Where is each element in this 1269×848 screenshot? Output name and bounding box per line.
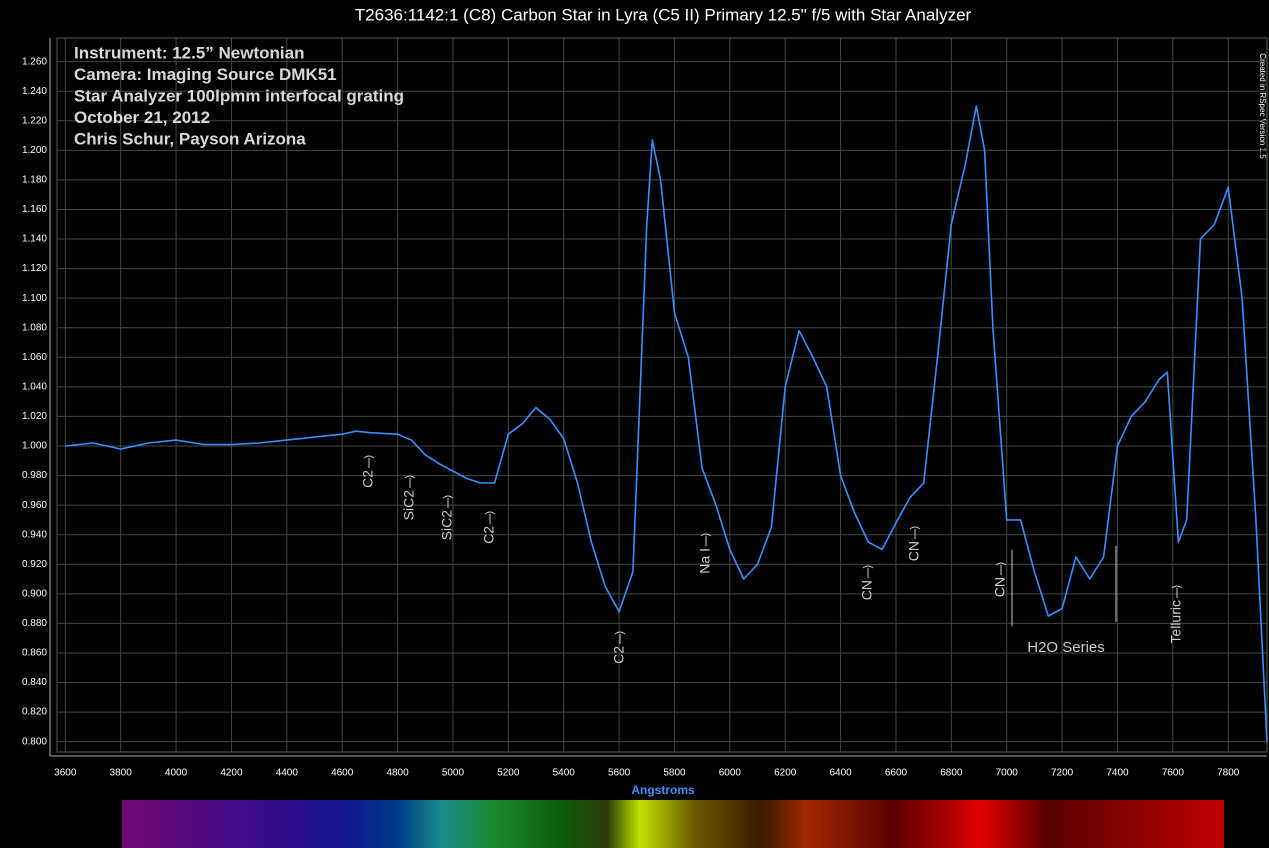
- annotation-label: CN: [992, 577, 1008, 597]
- x-tick-label: 6800: [940, 768, 963, 779]
- instrument-note: Camera: Imaging Source DMK51: [74, 65, 337, 84]
- x-tick-label: 6400: [829, 768, 852, 779]
- line-annotation: CN: [859, 565, 875, 600]
- line-annotation: CN: [992, 562, 1008, 597]
- y-tick-label: 1.080: [22, 322, 47, 333]
- y-tick-label: 0.940: [22, 529, 47, 540]
- y-tick-label: 1.240: [22, 86, 47, 97]
- x-tick-label: 7800: [1217, 768, 1240, 779]
- annotation-bracket: [404, 475, 416, 488]
- line-annotation: C2: [481, 511, 497, 544]
- line-annotation: C2: [360, 455, 376, 488]
- y-tick-label: 1.140: [22, 234, 47, 245]
- instrument-note: October 21, 2012: [74, 108, 210, 127]
- y-tick-label: 0.880: [22, 618, 47, 629]
- x-tick-label: 4800: [386, 768, 409, 779]
- y-tick-label: 1.160: [22, 204, 47, 215]
- annotation-bracket: [484, 511, 496, 524]
- x-axis-label: Angstroms: [631, 783, 695, 797]
- y-tick-label: 1.180: [22, 175, 47, 186]
- y-tick-label: 1.200: [22, 145, 47, 156]
- x-tick-label: 5600: [608, 768, 631, 779]
- x-tick-label: 6600: [885, 768, 908, 779]
- y-tick-label: 0.840: [22, 677, 47, 688]
- y-tick-label: 0.960: [22, 500, 47, 511]
- y-tick-label: 1.100: [22, 293, 47, 304]
- annotation-label: C2: [611, 646, 627, 664]
- x-tick-label: 7600: [1162, 768, 1185, 779]
- y-tick-label: 0.860: [22, 648, 47, 659]
- line-annotation: SiC2: [439, 495, 455, 541]
- annotation-label: CN: [859, 580, 875, 600]
- y-tick-label: 1.220: [22, 115, 47, 126]
- x-tick-label: 6200: [774, 768, 797, 779]
- y-tick-label: 0.980: [22, 470, 47, 481]
- x-tick-label: 6000: [719, 768, 742, 779]
- annotation-bracket: [995, 562, 1007, 575]
- annotation-bracket: [363, 455, 375, 468]
- line-annotation: C2: [611, 631, 627, 664]
- line-annotation: Telluric: [1168, 585, 1184, 644]
- y-tick-label: 1.000: [22, 441, 47, 452]
- y-tick-label: 0.820: [22, 707, 47, 718]
- annotation-label: CN: [906, 541, 922, 561]
- y-tick-label: 1.020: [22, 411, 47, 422]
- instrument-note: Star Analyzer 100lpmm interfocal grating: [74, 86, 404, 105]
- plot-frame: [56, 37, 1268, 753]
- x-tick-label: 7400: [1106, 768, 1129, 779]
- y-tick-label: 1.060: [22, 352, 47, 363]
- chart-title: T2636:1142:1 (C8) Carbon Star in Lyra (C…: [355, 5, 972, 24]
- annotation-bracket: [909, 526, 921, 539]
- x-tick-label: 5800: [663, 768, 686, 779]
- annotation-bracket: [1171, 585, 1183, 598]
- annotation-bracket: [442, 495, 454, 508]
- line-annotation: SiC2: [401, 475, 417, 521]
- y-tick-label: 1.260: [22, 56, 47, 67]
- y-tick-label: 0.900: [22, 588, 47, 599]
- annotation-bracket: [614, 631, 626, 644]
- line-annotation: H2O Series: [1011, 546, 1117, 656]
- x-tick-label: 4200: [220, 768, 243, 779]
- spectrum-strip: [122, 800, 1224, 848]
- annotation-label: SiC2: [401, 490, 417, 521]
- x-tick-label: 4600: [331, 768, 354, 779]
- instrument-note: Chris Schur, Payson Arizona: [74, 129, 306, 148]
- x-tick-label: 5200: [497, 768, 520, 779]
- annotation-label: H2O Series: [1027, 639, 1105, 656]
- x-tick-label: 4000: [165, 768, 188, 779]
- annotation-label: Na I: [697, 548, 713, 574]
- x-tick-label: 7200: [1051, 768, 1074, 779]
- annotation-label: C2: [481, 526, 497, 544]
- annotation-label: C2: [360, 470, 376, 488]
- instrument-note: Instrument: 12.5” Newtonian: [74, 43, 304, 62]
- x-tick-label: 3600: [54, 768, 77, 779]
- spectrum-line: [65, 105, 1268, 742]
- y-tick-label: 1.040: [22, 382, 47, 393]
- watermark: Created in RSpec Version 1.5: [1258, 53, 1267, 159]
- y-tick-label: 1.120: [22, 263, 47, 274]
- y-tick-label: 0.800: [22, 736, 47, 747]
- annotation-bracket: [862, 565, 874, 578]
- x-tick-label: 5400: [553, 768, 576, 779]
- x-tick-label: 4400: [276, 768, 299, 779]
- y-tick-label: 0.920: [22, 559, 47, 570]
- x-tick-label: 7000: [996, 768, 1019, 779]
- line-annotation: Na I: [697, 533, 713, 574]
- x-tick-label: 3800: [110, 768, 133, 779]
- annotation-label: SiC2: [439, 510, 455, 541]
- line-annotation: CN: [906, 526, 922, 561]
- x-tick-label: 5000: [442, 768, 465, 779]
- annotation-bracket: [700, 533, 712, 546]
- annotation-label: Telluric: [1168, 600, 1184, 644]
